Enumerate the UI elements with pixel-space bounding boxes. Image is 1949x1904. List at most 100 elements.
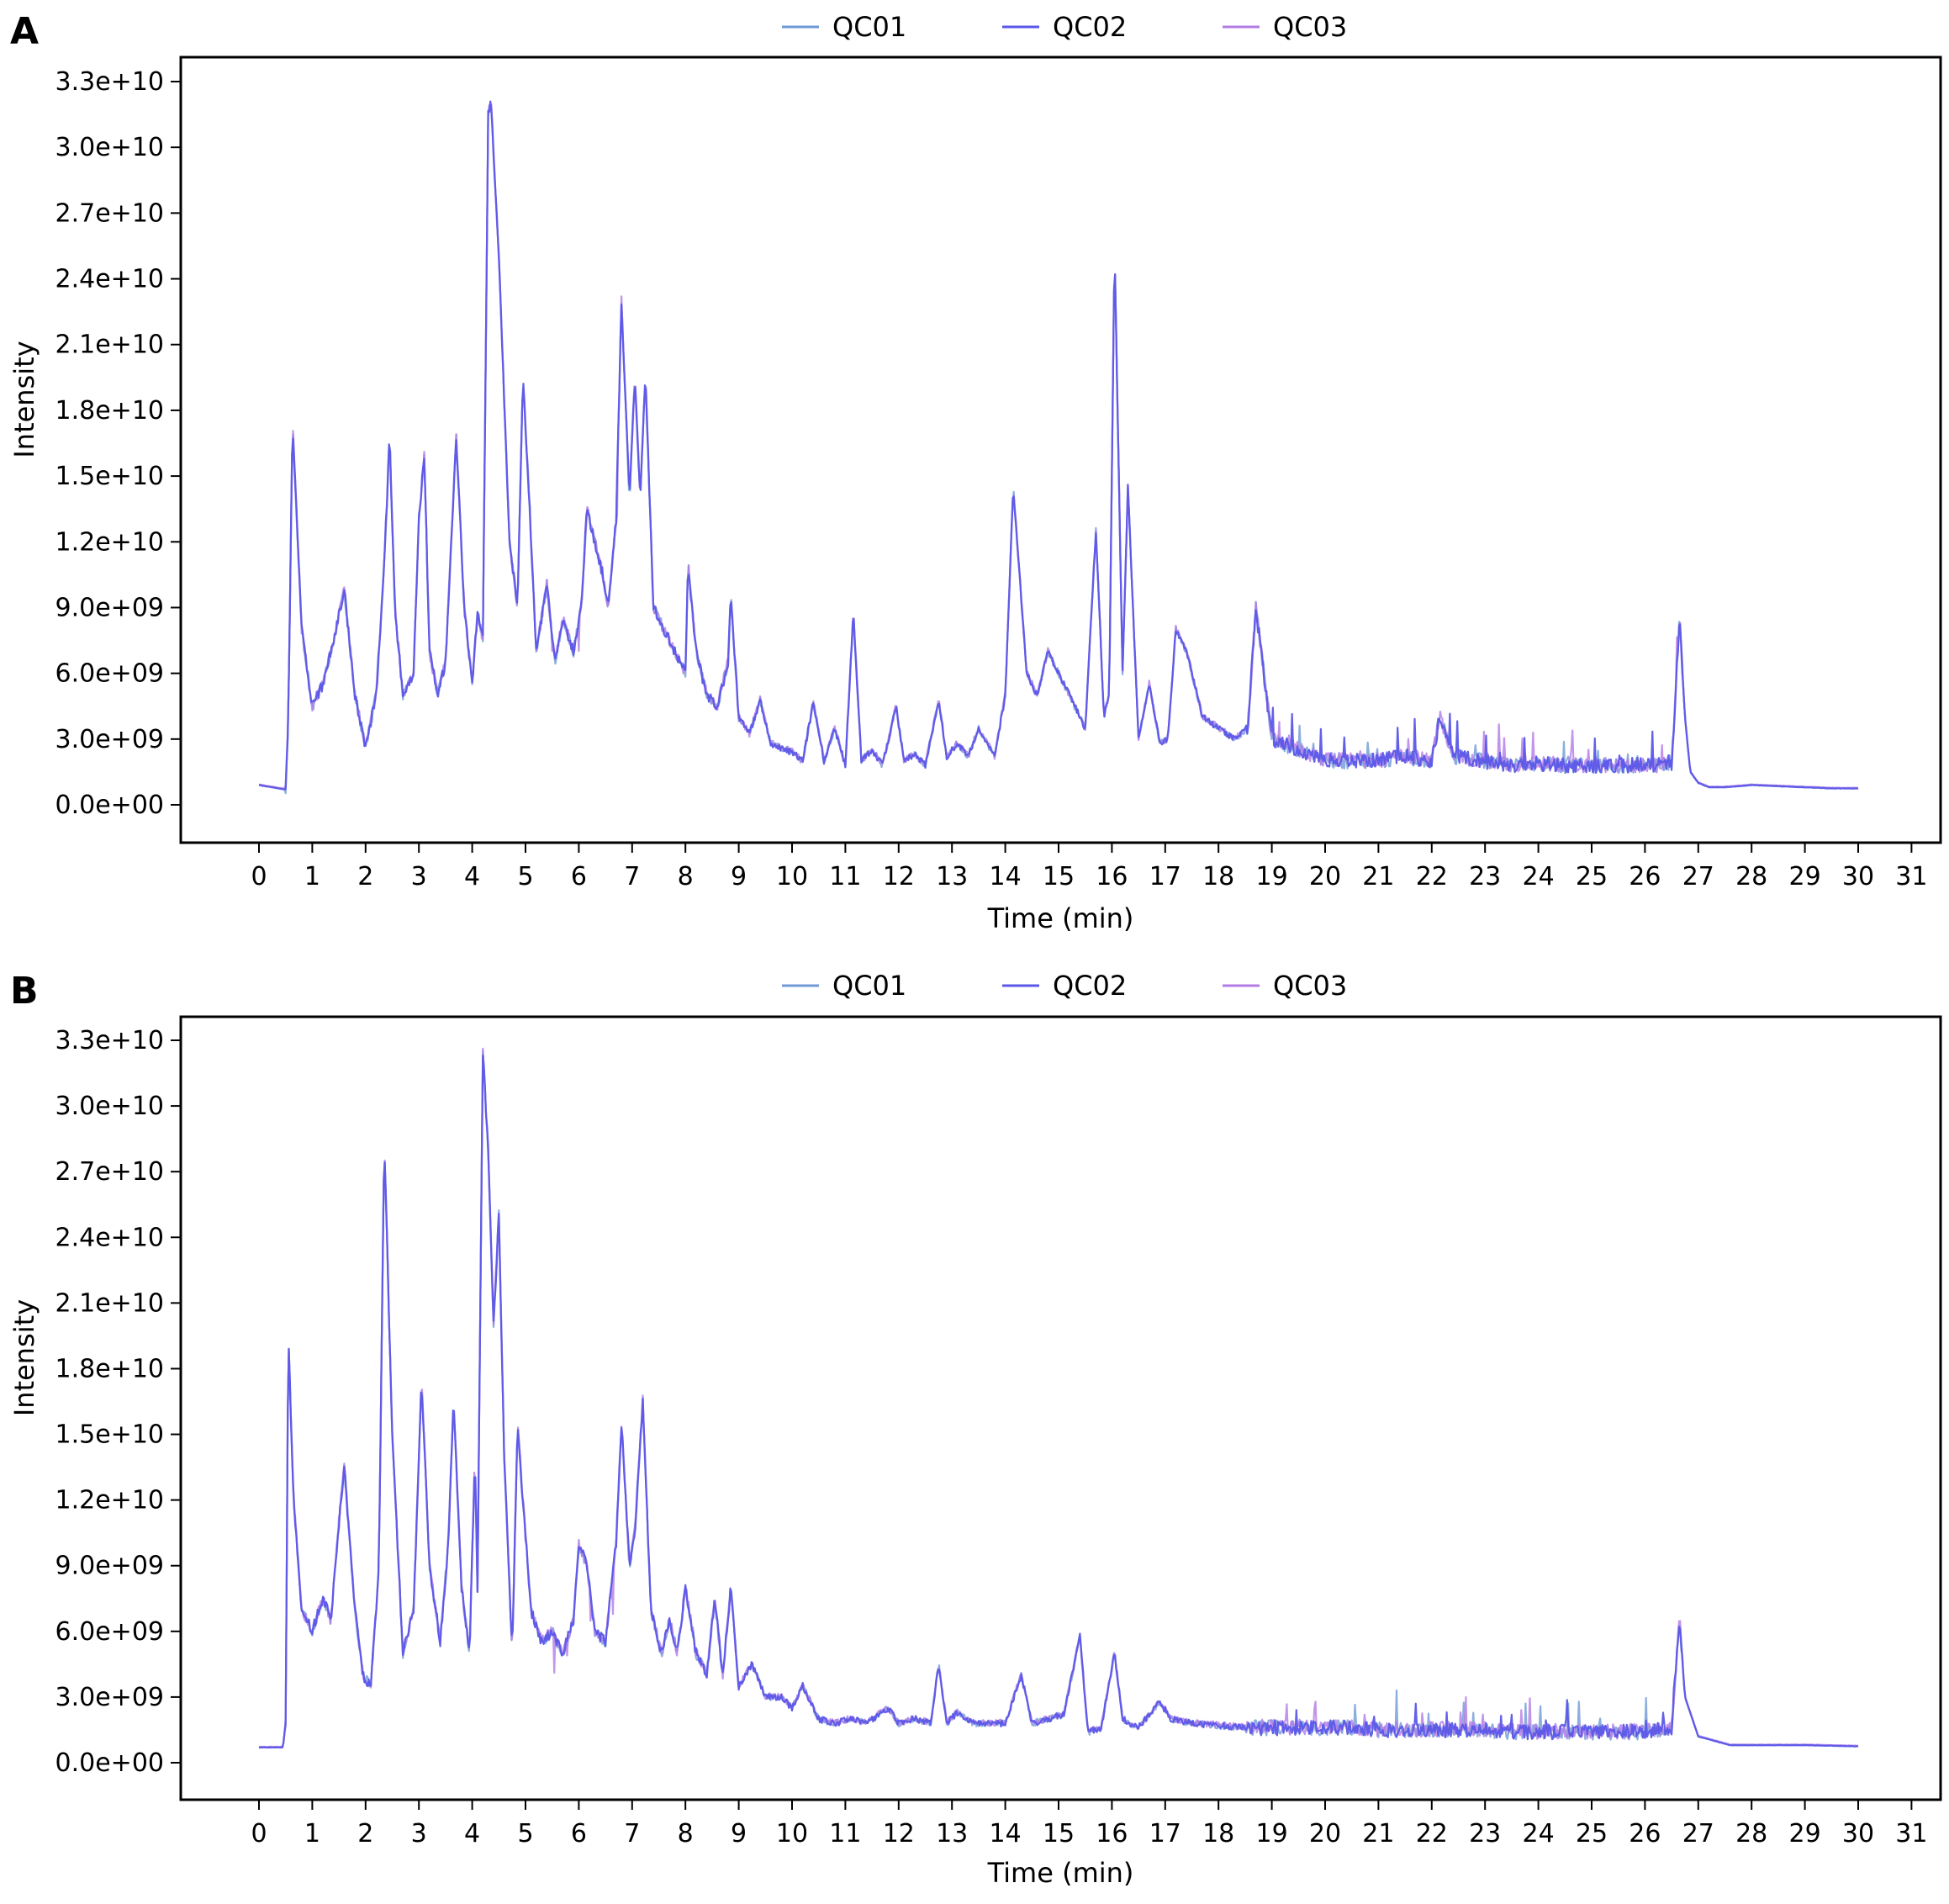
x-tick-label: 0 xyxy=(251,1819,267,1848)
y-tick-label: 0.0e+00 xyxy=(55,791,164,820)
panel-letter: A xyxy=(10,10,39,53)
panel-b: B 0.0e+00 3.0e+09 6.0e+09 9.0e+09 1.2e+10 1.5e… xyxy=(8,970,1942,1889)
x-tick-label: 12 xyxy=(883,862,915,891)
series-line-qc01 xyxy=(258,106,1859,795)
y-tick-label: 0.0e+00 xyxy=(55,1748,164,1778)
x-tick-label: 23 xyxy=(1469,862,1501,891)
x-tick-label: 25 xyxy=(1576,1819,1608,1848)
y-tick-label: 2.7e+10 xyxy=(55,1157,164,1187)
legend-item-qc01: QC01 xyxy=(782,11,906,43)
legend-item-qc02: QC02 xyxy=(1002,11,1127,43)
series-line-qc03 xyxy=(259,1047,1859,1748)
x-tick-label: 5 xyxy=(517,1819,533,1848)
x-tick-label: 25 xyxy=(1576,862,1608,891)
x-tick-label: 10 xyxy=(776,1819,808,1848)
x-tick-label: 16 xyxy=(1096,1819,1128,1848)
x-tick-label: 20 xyxy=(1309,1819,1341,1848)
x-tick-label: 31 xyxy=(1895,862,1927,891)
legend-item-qc02: QC02 xyxy=(1002,970,1127,1002)
legend-label: QC01 xyxy=(832,11,906,43)
y-tick-label: 9.0e+09 xyxy=(55,1552,164,1581)
x-tick-label: 6 xyxy=(571,1819,587,1848)
x-tick-label: 14 xyxy=(990,862,1022,891)
x-tick-label: 15 xyxy=(1043,862,1075,891)
x-axis-title: Time (min) xyxy=(987,902,1134,934)
y-tick-label: 1.5e+10 xyxy=(55,1420,164,1450)
y-tick-label: 3.0e+09 xyxy=(55,725,164,754)
x-tick-label: 1 xyxy=(304,862,320,891)
legend-label: QC03 xyxy=(1273,11,1347,43)
y-axis-title: Intensity xyxy=(8,341,40,457)
x-tick-label: 27 xyxy=(1682,862,1714,891)
legend-item-qc03: QC03 xyxy=(1223,970,1347,1002)
x-tick-label: 7 xyxy=(624,862,640,891)
series-line-qc01 xyxy=(258,1050,1859,1749)
y-tick-label: 1.2e+10 xyxy=(55,527,164,557)
x-tick-label: 26 xyxy=(1629,862,1661,891)
x-tick-label: 1 xyxy=(304,1819,320,1848)
x-tick-label: 28 xyxy=(1735,862,1767,891)
x-tick-label: 26 xyxy=(1629,1819,1661,1848)
y-tick-label: 1.8e+10 xyxy=(55,396,164,426)
x-tick-label: 24 xyxy=(1523,1819,1555,1848)
y-tick-label: 3.0e+10 xyxy=(55,1092,164,1121)
x-tick-label: 7 xyxy=(624,1819,640,1848)
x-tick-label: 24 xyxy=(1523,862,1555,891)
y-tick-label: 2.7e+10 xyxy=(55,198,164,228)
x-tick-label: 3 xyxy=(411,1819,427,1848)
series-line-qc02 xyxy=(259,100,1859,791)
y-tick-label: 2.4e+10 xyxy=(55,1223,164,1252)
y-tick-label: 2.4e+10 xyxy=(55,265,164,294)
y-tick-label: 6.0e+09 xyxy=(55,659,164,689)
y-tick-label: 3.0e+10 xyxy=(55,133,164,162)
legend-label: QC02 xyxy=(1053,970,1127,1002)
legend-item-qc01: QC01 xyxy=(782,970,906,1002)
x-tick-label: 15 xyxy=(1043,1819,1075,1848)
legend-label: QC01 xyxy=(832,970,906,1002)
plot-frame xyxy=(179,56,1942,844)
x-tick-label: 4 xyxy=(464,862,480,891)
y-tick-label: 2.1e+10 xyxy=(55,331,164,360)
y-tick-label: 1.8e+10 xyxy=(55,1354,164,1383)
x-tick-label: 6 xyxy=(571,862,587,891)
x-tick-label: 18 xyxy=(1202,1819,1234,1848)
y-tick-label: 9.0e+09 xyxy=(55,593,164,622)
x-tick-label: 28 xyxy=(1735,1819,1767,1848)
x-tick-label: 29 xyxy=(1789,1819,1821,1848)
x-tick-label: 16 xyxy=(1096,862,1128,891)
x-tick-label: 21 xyxy=(1362,862,1394,891)
x-tick-label: 19 xyxy=(1256,862,1288,891)
x-tick-label: 2 xyxy=(357,862,373,891)
legend-item-qc03: QC03 xyxy=(1223,11,1347,43)
x-tick-label: 9 xyxy=(731,1819,747,1848)
plot-frame xyxy=(179,1015,1942,1801)
x-tick-label: 5 xyxy=(517,862,533,891)
x-tick-label: 13 xyxy=(936,862,968,891)
x-tick-label: 14 xyxy=(990,1819,1022,1848)
x-tick-label: 17 xyxy=(1149,862,1181,891)
x-tick-label: 3 xyxy=(411,862,427,891)
y-tick-label: 1.5e+10 xyxy=(55,462,164,491)
x-tick-label: 18 xyxy=(1202,862,1234,891)
series-line-qc02 xyxy=(258,1055,1859,1749)
x-tick-label: 27 xyxy=(1682,1819,1714,1848)
series-line-qc03 xyxy=(258,103,1858,790)
x-tick-label: 2 xyxy=(357,1819,373,1848)
x-tick-label: 30 xyxy=(1842,1819,1874,1848)
legend-label: QC02 xyxy=(1053,11,1127,43)
y-tick-label: 6.0e+09 xyxy=(55,1617,164,1647)
y-tick-label: 3.3e+10 xyxy=(55,1026,164,1055)
panel-letter: B xyxy=(10,970,39,1013)
x-tick-label: 0 xyxy=(251,862,267,891)
x-tick-label: 20 xyxy=(1309,862,1341,891)
x-tick-label: 21 xyxy=(1362,1819,1394,1848)
x-tick-label: 23 xyxy=(1469,1819,1501,1848)
x-tick-label: 31 xyxy=(1895,1819,1927,1848)
y-tick-label: 3.0e+09 xyxy=(55,1683,164,1712)
x-tick-label: 10 xyxy=(776,862,808,891)
y-axis-title: Intensity xyxy=(8,1299,40,1416)
legend-label: QC03 xyxy=(1273,970,1347,1002)
x-tick-label: 11 xyxy=(829,1819,861,1848)
x-axis-title: Time (min) xyxy=(987,1857,1134,1889)
